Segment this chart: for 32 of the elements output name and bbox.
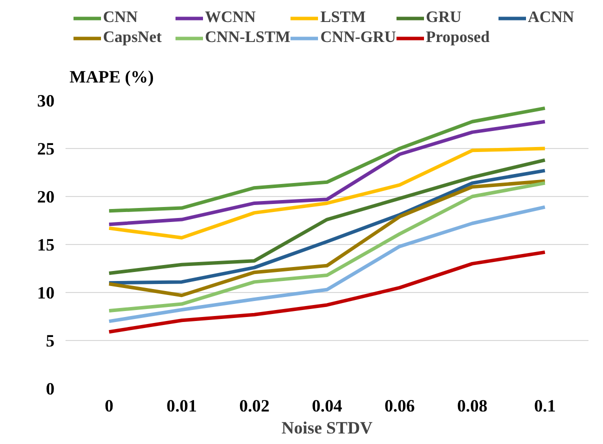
x-tick-label: 0 <box>104 396 114 416</box>
y-tick-label: 25 <box>37 140 55 158</box>
x-tick-label: 0.02 <box>239 396 270 416</box>
legend-label: Proposed <box>426 29 491 47</box>
x-tick-label: 0.04 <box>312 396 342 416</box>
legend-label: ACNN <box>528 9 576 27</box>
line-series <box>107 120 547 226</box>
y-axis-title: MAPE (%) <box>70 68 154 86</box>
line-series <box>107 205 547 324</box>
y-tick-label: 15 <box>37 236 55 254</box>
x-tick-label: 0.01 <box>166 396 197 416</box>
x-axis-title: Noise STDV <box>282 418 373 438</box>
legend-label: CapsNet <box>103 29 163 47</box>
legend-label: LSTM <box>320 9 367 27</box>
legend-label: CNN-LSTM <box>205 29 290 47</box>
y-tick-label: 30 <box>37 92 54 110</box>
legend-label: CNN <box>103 9 139 27</box>
x-tick-label: 0.06 <box>384 396 416 416</box>
y-tick-label: 0 <box>46 380 55 398</box>
legend-label: CNN-GRU <box>320 29 396 47</box>
legend-label: GRU <box>426 9 462 27</box>
line-series <box>107 250 547 334</box>
x-tick-label: 0.08 <box>457 396 488 416</box>
line-series <box>107 106 547 213</box>
line-series <box>107 146 547 240</box>
y-tick-label: 10 <box>37 284 54 302</box>
y-tick-label: 20 <box>37 188 54 206</box>
legend-label: WCNN <box>205 9 257 27</box>
x-tick-label: 0.1 <box>534 396 556 416</box>
line-series <box>107 158 547 276</box>
line-series <box>107 168 547 285</box>
y-tick-label: 5 <box>46 332 55 350</box>
